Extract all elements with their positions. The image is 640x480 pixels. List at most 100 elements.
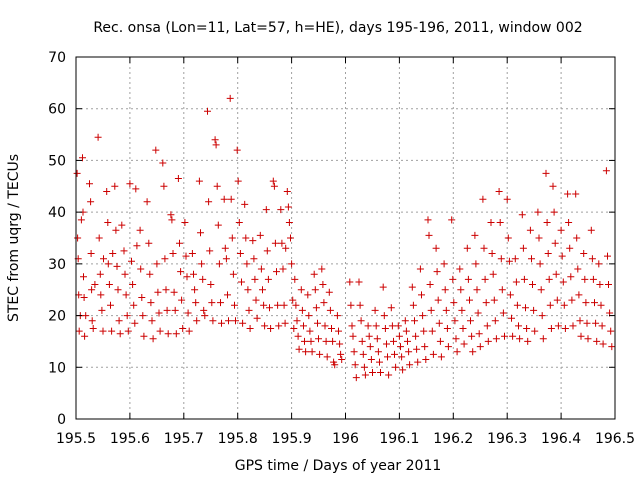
y-tick-label: 10 (48, 360, 66, 376)
data-point (176, 239, 183, 247)
data-point (292, 301, 300, 309)
grid-lines (76, 57, 615, 419)
data-point (399, 366, 407, 374)
data-point (564, 190, 572, 198)
data-point (448, 216, 456, 224)
data-point (483, 322, 491, 330)
data-point (120, 247, 128, 255)
data-point (539, 335, 547, 343)
data-point (361, 371, 369, 379)
data-point (124, 327, 132, 335)
data-point (269, 177, 277, 185)
x-tick-label: 195.6 (110, 431, 150, 447)
data-point (154, 288, 162, 296)
data-point (405, 348, 413, 356)
data-point (198, 260, 206, 268)
data-point (88, 317, 96, 325)
data-point (460, 340, 468, 348)
data-point (275, 322, 283, 330)
y-tick-label: 70 (48, 50, 66, 66)
data-point (188, 250, 196, 257)
data-point (369, 369, 376, 376)
data-point (178, 296, 186, 304)
data-point (398, 353, 406, 361)
data-point (77, 216, 85, 224)
data-point (288, 260, 296, 268)
data-point (491, 317, 499, 325)
data-point (515, 322, 522, 330)
data-point (226, 94, 234, 102)
data-point (418, 291, 425, 299)
data-point (114, 286, 122, 294)
data-point (580, 250, 588, 257)
data-point (520, 275, 528, 283)
data-point (474, 309, 482, 317)
data-point (582, 299, 590, 307)
y-tick-label: 0 (57, 412, 66, 428)
data-point (534, 208, 542, 216)
data-point (574, 265, 582, 273)
data-point (250, 255, 258, 263)
data-point (469, 348, 477, 356)
data-point (169, 250, 177, 257)
data-point (591, 299, 598, 307)
data-point (224, 291, 231, 299)
y-tick-label: 40 (48, 205, 66, 221)
data-point (553, 296, 561, 304)
data-point (546, 301, 554, 309)
data-point (536, 260, 544, 268)
data-point (211, 136, 219, 144)
data-point (425, 231, 433, 239)
data-point (526, 226, 534, 234)
data-point (561, 325, 569, 332)
data-point (413, 345, 421, 353)
data-point (245, 306, 253, 314)
data-point (516, 335, 524, 343)
data-point (132, 185, 140, 193)
data-point (589, 275, 597, 283)
data-point (160, 182, 168, 190)
data-point (588, 255, 596, 263)
data-point (602, 167, 610, 175)
data-point (319, 281, 327, 288)
data-point (238, 278, 245, 286)
data-point (326, 306, 334, 314)
data-point (333, 312, 341, 320)
data-point (479, 195, 487, 203)
data-point (359, 350, 367, 358)
data-point (314, 319, 321, 327)
data-point (278, 239, 286, 247)
data-point (298, 306, 306, 314)
data-point (190, 270, 197, 278)
data-point (338, 356, 346, 363)
data-point (259, 286, 266, 294)
x-tick-label: 196.1 (379, 431, 419, 447)
data-point (488, 250, 496, 257)
data-point (322, 337, 330, 345)
data-point (335, 327, 342, 335)
data-point (115, 317, 123, 325)
data-point (572, 190, 580, 198)
data-point (512, 278, 520, 286)
data-point (489, 270, 497, 278)
data-point (604, 252, 611, 260)
data-point (145, 239, 153, 247)
data-point (159, 159, 167, 167)
data-point (528, 255, 535, 263)
x-tick-label: 196 (332, 431, 359, 447)
data-point (304, 291, 312, 299)
data-point (146, 270, 154, 278)
data-point (351, 361, 359, 369)
data-point (213, 182, 221, 190)
data-point (581, 275, 589, 283)
data-point (472, 260, 480, 268)
data-point (513, 301, 521, 309)
data-point (437, 353, 445, 361)
data-point (279, 265, 287, 273)
data-point (105, 281, 113, 288)
data-point (121, 270, 129, 278)
data-point (225, 317, 232, 325)
data-point (235, 219, 243, 226)
data-point (162, 286, 170, 294)
data-point (329, 337, 337, 345)
